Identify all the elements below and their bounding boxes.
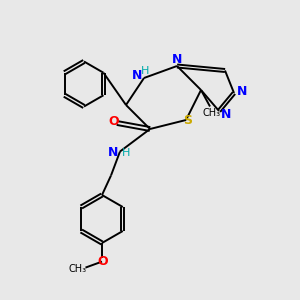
Text: O: O	[97, 255, 108, 268]
Text: H: H	[141, 65, 150, 76]
Text: N: N	[172, 53, 182, 66]
Text: S: S	[183, 114, 192, 127]
Text: O: O	[108, 115, 119, 128]
Text: N: N	[237, 85, 248, 98]
Text: CH₃: CH₃	[202, 107, 220, 118]
Text: N: N	[220, 107, 231, 121]
Text: H: H	[122, 148, 130, 158]
Text: N: N	[132, 69, 142, 82]
Text: N: N	[108, 146, 118, 160]
Text: CH₃: CH₃	[68, 264, 86, 274]
